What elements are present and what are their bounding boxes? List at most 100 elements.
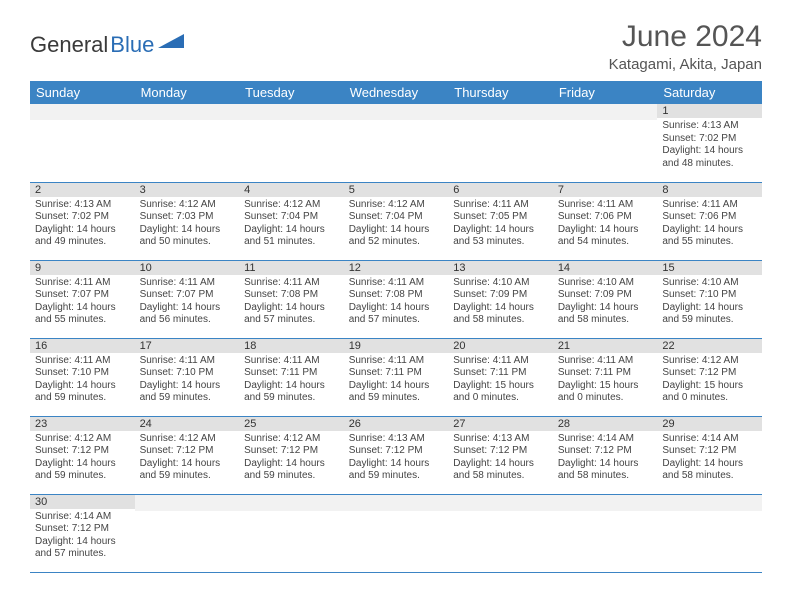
day-number <box>239 495 344 511</box>
sunrise-text: Sunrise: 4:12 AM <box>35 433 130 446</box>
day-number: 30 <box>30 495 135 509</box>
day-number: 15 <box>657 261 762 275</box>
day-number <box>448 495 553 511</box>
daylight-text: Daylight: 14 hours and 57 minutes. <box>244 302 339 327</box>
day-number <box>448 104 553 120</box>
day-detail: Sunrise: 4:12 AMSunset: 7:12 PMDaylight:… <box>239 431 344 487</box>
day-number: 26 <box>344 417 449 431</box>
sunset-text: Sunset: 7:07 PM <box>35 289 130 302</box>
day-detail: Sunrise: 4:11 AMSunset: 7:06 PMDaylight:… <box>553 197 658 253</box>
sunset-text: Sunset: 7:10 PM <box>662 289 757 302</box>
sunrise-text: Sunrise: 4:11 AM <box>558 199 653 212</box>
calendar-cell: 15Sunrise: 4:10 AMSunset: 7:10 PMDayligh… <box>657 260 762 338</box>
weekday-header: Sunday <box>30 81 135 104</box>
sunrise-text: Sunrise: 4:12 AM <box>349 199 444 212</box>
calendar-cell: 4Sunrise: 4:12 AMSunset: 7:04 PMDaylight… <box>239 182 344 260</box>
daylight-text: Daylight: 14 hours and 58 minutes. <box>453 458 548 483</box>
day-number: 12 <box>344 261 449 275</box>
day-detail: Sunrise: 4:10 AMSunset: 7:09 PMDaylight:… <box>553 275 658 331</box>
sunset-text: Sunset: 7:06 PM <box>662 211 757 224</box>
calendar-table: SundayMondayTuesdayWednesdayThursdayFrid… <box>30 81 762 573</box>
logo-flag-icon <box>158 32 184 58</box>
daylight-text: Daylight: 14 hours and 59 minutes. <box>35 380 130 405</box>
day-detail: Sunrise: 4:12 AMSunset: 7:04 PMDaylight:… <box>239 197 344 253</box>
day-detail: Sunrise: 4:11 AMSunset: 7:06 PMDaylight:… <box>657 197 762 253</box>
daylight-text: Daylight: 14 hours and 59 minutes. <box>349 380 444 405</box>
sunset-text: Sunset: 7:02 PM <box>35 211 130 224</box>
sunrise-text: Sunrise: 4:13 AM <box>662 120 757 133</box>
day-number: 5 <box>344 183 449 197</box>
daylight-text: Daylight: 14 hours and 57 minutes. <box>35 536 130 561</box>
day-number: 13 <box>448 261 553 275</box>
daylight-text: Daylight: 14 hours and 57 minutes. <box>349 302 444 327</box>
day-detail: Sunrise: 4:13 AMSunset: 7:02 PMDaylight:… <box>657 118 762 174</box>
weekday-header: Wednesday <box>344 81 449 104</box>
day-number: 7 <box>553 183 658 197</box>
day-number: 21 <box>553 339 658 353</box>
calendar-cell: 3Sunrise: 4:12 AMSunset: 7:03 PMDaylight… <box>135 182 240 260</box>
sunset-text: Sunset: 7:05 PM <box>453 211 548 224</box>
calendar-cell: 25Sunrise: 4:12 AMSunset: 7:12 PMDayligh… <box>239 416 344 494</box>
day-number: 14 <box>553 261 658 275</box>
calendar-week: 2Sunrise: 4:13 AMSunset: 7:02 PMDaylight… <box>30 182 762 260</box>
sunset-text: Sunset: 7:10 PM <box>35 367 130 380</box>
sunrise-text: Sunrise: 4:11 AM <box>662 199 757 212</box>
day-number: 20 <box>448 339 553 353</box>
day-number: 11 <box>239 261 344 275</box>
calendar-week: 16Sunrise: 4:11 AMSunset: 7:10 PMDayligh… <box>30 338 762 416</box>
daylight-text: Daylight: 15 hours and 0 minutes. <box>662 380 757 405</box>
calendar-cell: 19Sunrise: 4:11 AMSunset: 7:11 PMDayligh… <box>344 338 449 416</box>
logo-text-2: Blue <box>110 32 154 58</box>
day-detail: Sunrise: 4:11 AMSunset: 7:11 PMDaylight:… <box>553 353 658 409</box>
calendar-cell: 22Sunrise: 4:12 AMSunset: 7:12 PMDayligh… <box>657 338 762 416</box>
daylight-text: Daylight: 14 hours and 59 minutes. <box>35 458 130 483</box>
sunset-text: Sunset: 7:03 PM <box>140 211 235 224</box>
day-number <box>30 104 135 120</box>
day-detail: Sunrise: 4:12 AMSunset: 7:12 PMDaylight:… <box>135 431 240 487</box>
sunset-text: Sunset: 7:09 PM <box>558 289 653 302</box>
day-number: 4 <box>239 183 344 197</box>
sunrise-text: Sunrise: 4:10 AM <box>453 277 548 290</box>
day-detail: Sunrise: 4:10 AMSunset: 7:09 PMDaylight:… <box>448 275 553 331</box>
day-number: 6 <box>448 183 553 197</box>
day-number: 24 <box>135 417 240 431</box>
sunrise-text: Sunrise: 4:13 AM <box>35 199 130 212</box>
daylight-text: Daylight: 14 hours and 58 minutes. <box>558 458 653 483</box>
sunset-text: Sunset: 7:07 PM <box>140 289 235 302</box>
day-number: 17 <box>135 339 240 353</box>
sunset-text: Sunset: 7:12 PM <box>244 445 339 458</box>
day-detail: Sunrise: 4:12 AMSunset: 7:12 PMDaylight:… <box>30 431 135 487</box>
calendar-cell <box>448 494 553 572</box>
calendar-week: 30 Sunrise: 4:14 AMSunset: 7:12 PMDayligh… <box>30 494 762 572</box>
sunset-text: Sunset: 7:09 PM <box>453 289 548 302</box>
weekday-header: Tuesday <box>239 81 344 104</box>
day-number <box>344 104 449 120</box>
sunrise-text: Sunrise: 4:10 AM <box>662 277 757 290</box>
sunrise-text: Sunrise: 4:12 AM <box>662 355 757 368</box>
sunrise-text: Sunrise: 4:14 AM <box>35 511 130 524</box>
day-number: 25 <box>239 417 344 431</box>
weekday-header: Thursday <box>448 81 553 104</box>
daylight-text: Daylight: 14 hours and 58 minutes. <box>662 458 757 483</box>
sunrise-text: Sunrise: 4:10 AM <box>558 277 653 290</box>
day-number <box>553 104 658 120</box>
calendar-cell: 10Sunrise: 4:11 AMSunset: 7:07 PMDayligh… <box>135 260 240 338</box>
logo-text-1: General <box>30 32 108 58</box>
daylight-text: Daylight: 14 hours and 59 minutes. <box>140 380 235 405</box>
day-number: 23 <box>30 417 135 431</box>
day-detail: Sunrise: 4:12 AMSunset: 7:04 PMDaylight:… <box>344 197 449 253</box>
sunset-text: Sunset: 7:12 PM <box>35 523 130 536</box>
day-detail: Sunrise: 4:13 AMSunset: 7:02 PMDaylight:… <box>30 197 135 253</box>
sunset-text: Sunset: 7:12 PM <box>35 445 130 458</box>
day-number: 3 <box>135 183 240 197</box>
day-detail: Sunrise: 4:11 AMSunset: 7:11 PMDaylight:… <box>448 353 553 409</box>
calendar-cell: 14Sunrise: 4:10 AMSunset: 7:09 PMDayligh… <box>553 260 658 338</box>
sunset-text: Sunset: 7:12 PM <box>662 367 757 380</box>
weekday-header: Saturday <box>657 81 762 104</box>
daylight-text: Daylight: 14 hours and 55 minutes. <box>35 302 130 327</box>
day-detail: Sunrise: 4:13 AMSunset: 7:12 PMDaylight:… <box>448 431 553 487</box>
weekday-header: Monday <box>135 81 240 104</box>
sunset-text: Sunset: 7:04 PM <box>244 211 339 224</box>
daylight-text: Daylight: 14 hours and 55 minutes. <box>662 224 757 249</box>
daylight-text: Daylight: 14 hours and 48 minutes. <box>662 145 757 170</box>
